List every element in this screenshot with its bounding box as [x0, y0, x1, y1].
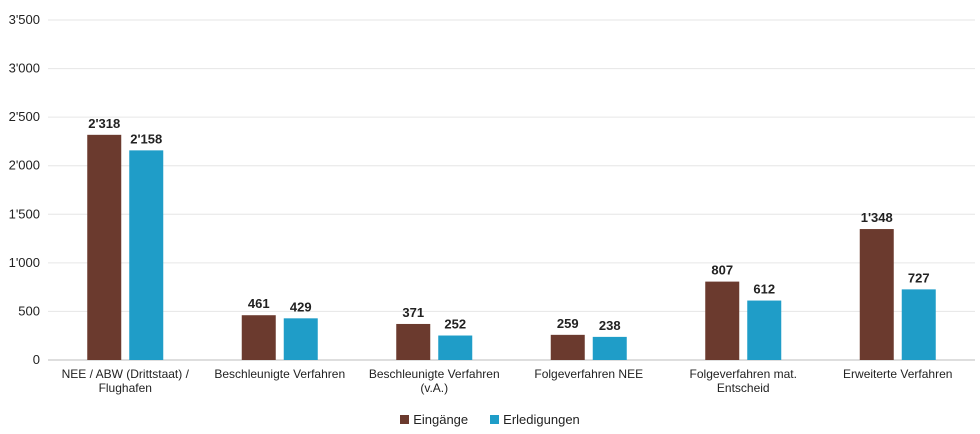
legend-label-eingaenge: Eingänge — [413, 412, 469, 427]
y-tick-label: 2'000 — [9, 158, 40, 173]
bar-erledigungen — [592, 336, 627, 360]
legend: Eingänge Erledigungen — [0, 412, 980, 427]
data-label: 429 — [290, 299, 312, 314]
data-label: 252 — [444, 317, 466, 332]
data-label: 461 — [248, 296, 270, 311]
y-tick-label: 3'000 — [9, 61, 40, 76]
data-label: 2'158 — [130, 131, 162, 146]
y-tick-label: 2'500 — [9, 109, 40, 124]
y-tick-label: 3'500 — [9, 12, 40, 27]
bar-eingaenge — [87, 134, 122, 360]
x-tick-label: Entscheid — [717, 381, 770, 395]
bar-erledigungen — [747, 300, 782, 360]
bar-eingaenge — [550, 334, 585, 360]
legend-item-erledigungen: Erledigungen — [490, 412, 580, 427]
legend-swatch-erledigungen — [490, 415, 500, 424]
bar-eingaenge — [241, 315, 276, 360]
x-tick-label: Folgeverfahren NEE — [534, 367, 643, 381]
data-label: 612 — [753, 282, 775, 297]
x-tick-label: (v.A.) — [420, 381, 448, 395]
bar-erledigungen — [438, 335, 473, 360]
y-tick-label: 0 — [33, 352, 40, 367]
x-tick-label: Beschleunigte Verfahren — [369, 367, 500, 381]
data-label: 259 — [557, 316, 579, 331]
y-tick-label: 500 — [18, 303, 40, 318]
x-tick-label: Erweiterte Verfahren — [843, 367, 952, 381]
y-tick-label: 1'500 — [9, 206, 40, 221]
bar-chart: 0 500 1'000 1'500 2'000 2'500 3'000 3'500 2'318 2… — [9, 12, 975, 395]
x-tick-label: Folgeverfahren mat. — [690, 367, 797, 381]
legend-swatch-eingaenge — [400, 415, 410, 424]
data-label: 1'348 — [861, 210, 893, 225]
data-label: 238 — [599, 318, 621, 333]
bar-eingaenge — [396, 323, 431, 360]
data-label: 2'318 — [88, 116, 120, 131]
data-label: 371 — [402, 305, 424, 320]
legend-item-eingaenge: Eingänge — [400, 412, 468, 427]
data-label: 727 — [908, 270, 930, 285]
bar-eingaenge — [859, 229, 894, 360]
bar-eingaenge — [705, 281, 740, 360]
y-tick-label: 1'000 — [9, 255, 40, 270]
bar-erledigungen — [901, 289, 936, 360]
data-label: 807 — [711, 263, 733, 278]
x-tick-label: Beschleunigte Verfahren — [214, 367, 345, 381]
bar-erledigungen — [129, 150, 164, 360]
legend-label-erledigungen: Erledigungen — [503, 412, 580, 427]
x-tick-label: Flughafen — [99, 381, 152, 395]
x-tick-label: NEE / ABW (Drittstaat) / — [62, 367, 190, 381]
bar-erledigungen — [283, 318, 318, 360]
